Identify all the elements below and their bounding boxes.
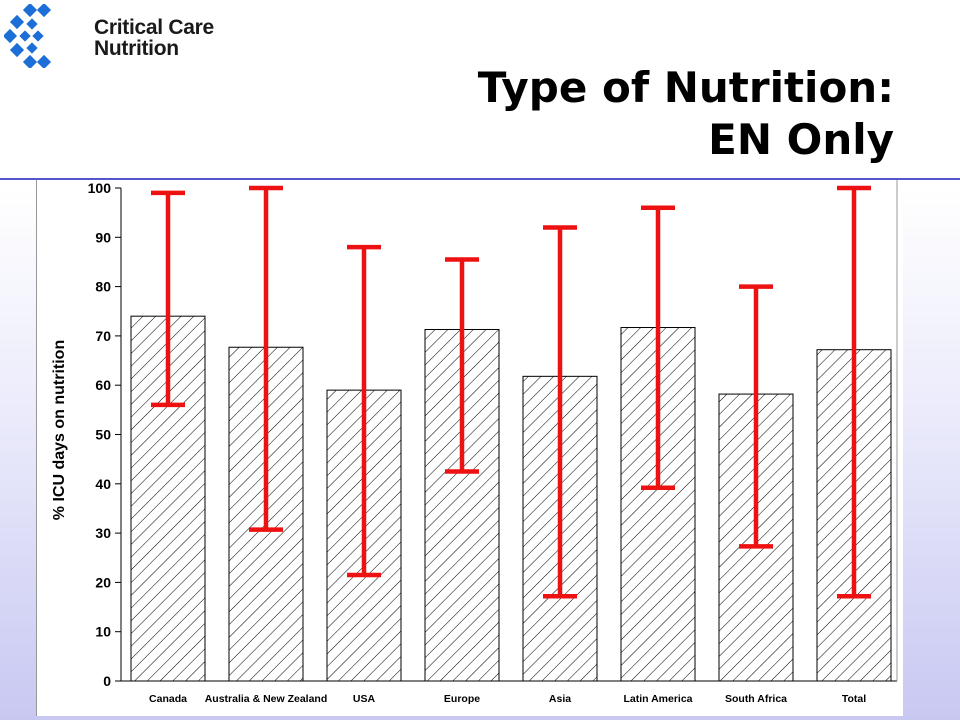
y-tick-label: 80 <box>95 279 111 295</box>
error-bar <box>543 225 577 599</box>
x-tick-label: Total <box>842 693 866 705</box>
title-divider <box>0 178 960 180</box>
error-bar <box>445 257 479 474</box>
y-tick-label: 0 <box>103 673 111 689</box>
logo: Critical Care Nutrition <box>4 4 244 68</box>
logo-mark-icon <box>4 4 52 68</box>
logo-text: Critical Care Nutrition <box>94 17 244 59</box>
error-bar <box>739 284 773 549</box>
y-tick-label: 100 <box>88 180 112 196</box>
error-bar <box>249 185 283 532</box>
y-tick-label: 60 <box>95 377 111 393</box>
x-tick-label: Europe <box>444 693 480 705</box>
x-tick-label: USA <box>353 693 376 705</box>
slide-title: Type of Nutrition: EN Only <box>478 62 894 166</box>
y-tick-label: 40 <box>95 476 111 492</box>
chart-panel: 0 10 20 30 40 50 60 70 80 90 100 Canada Australia &… <box>36 180 903 716</box>
y-tick-label: 70 <box>95 328 111 344</box>
y-tick-label: 50 <box>95 427 111 443</box>
error-bar <box>151 190 185 408</box>
y-tick-label: 90 <box>95 229 111 245</box>
error-bar <box>641 205 675 490</box>
error-bar <box>837 185 871 599</box>
slide-title-line-2: EN Only <box>708 115 894 164</box>
slide-title-line-1: Type of Nutrition: <box>477 63 894 112</box>
logo-line-2: Nutrition <box>94 37 179 60</box>
y-tick-label: 10 <box>95 624 111 640</box>
x-tick-label: Canada <box>149 693 187 705</box>
x-tick-label: Asia <box>549 693 571 705</box>
y-tick-label: 30 <box>95 525 111 541</box>
logo-line-1: Critical Care <box>94 16 214 39</box>
x-tick-label: Australia & New Zealand <box>205 693 328 705</box>
x-tick-label: Latin America <box>623 693 692 705</box>
y-tick-label: 20 <box>95 574 111 590</box>
bar-chart: 0 10 20 30 40 50 60 70 80 90 100 Canada Australia &… <box>51 180 898 705</box>
x-tick-label: South Africa <box>725 693 787 705</box>
error-bar <box>347 244 381 578</box>
y-axis-label: % ICU days on nutrition <box>51 340 68 520</box>
